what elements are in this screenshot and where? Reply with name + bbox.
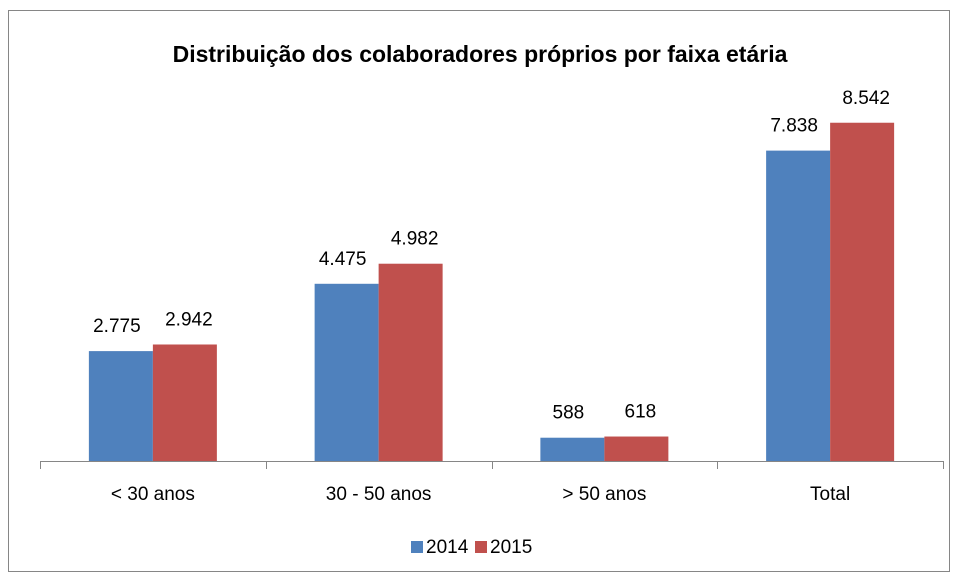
legend-label: 2014 xyxy=(426,537,469,558)
value-label: 7.838 xyxy=(770,116,818,137)
bar xyxy=(314,283,379,461)
value-label: 588 xyxy=(553,403,585,424)
bar xyxy=(378,263,443,461)
x-tick-label: Total xyxy=(810,484,850,505)
value-label: 4.982 xyxy=(391,229,439,250)
value-label: 2.775 xyxy=(93,316,141,337)
x-tick-label: < 30 anos xyxy=(111,484,195,505)
x-tick-label: 30 - 50 anos xyxy=(326,484,432,505)
bar xyxy=(830,122,895,461)
bar xyxy=(540,437,605,461)
bar xyxy=(152,344,217,461)
legend-swatch xyxy=(475,541,487,553)
value-label: 2.942 xyxy=(165,310,213,331)
legend-swatch xyxy=(411,541,423,553)
chart-title: Distribuição dos colaboradores próprios … xyxy=(173,41,788,67)
value-label: 8.542 xyxy=(842,88,890,109)
value-label: 618 xyxy=(625,402,657,423)
bar xyxy=(88,351,153,461)
x-tick-label: > 50 anos xyxy=(562,484,646,505)
value-label: 4.475 xyxy=(319,249,367,270)
bar xyxy=(766,150,831,461)
bar xyxy=(604,436,669,461)
legend-label: 2015 xyxy=(490,537,532,558)
